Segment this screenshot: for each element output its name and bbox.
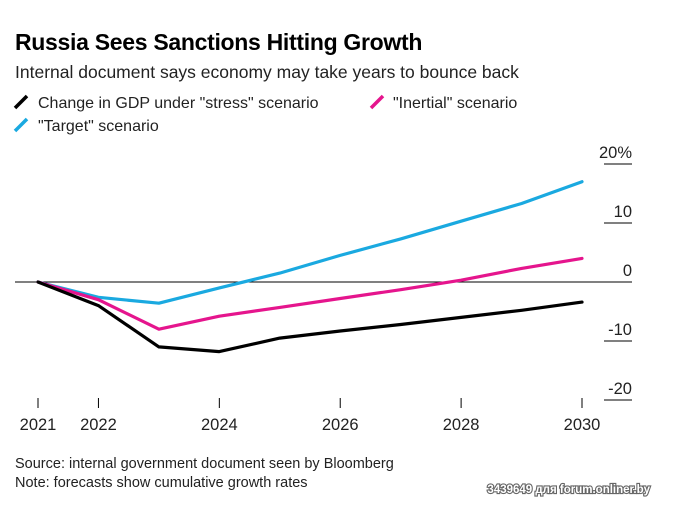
chart-title: Russia Sees Sanctions Hitting Growth <box>15 29 422 55</box>
legend-swatch-target <box>13 117 29 133</box>
legend-swatch-stress <box>13 94 29 110</box>
y-tick-label: -20 <box>608 380 632 398</box>
watermark: 3439649 для forum.onliner.by <box>487 484 650 496</box>
legend-label-inertial: "Inertial" scenario <box>393 95 517 112</box>
x-tick-label: 2028 <box>443 416 480 434</box>
legend-label-stress: Change in GDP under "stress" scenario <box>38 95 319 112</box>
series-line-inertial <box>36 256 584 331</box>
y-tick-label: 20% <box>599 144 632 162</box>
y-tick-label: -10 <box>608 321 632 339</box>
series-line-stress <box>36 280 584 354</box>
series-layer <box>36 180 584 354</box>
x-tick-label: 2021 <box>20 416 57 434</box>
x-tick-label: 2026 <box>322 416 359 434</box>
series-line-target <box>36 180 584 305</box>
source-note: Source: internal government document see… <box>15 456 394 472</box>
forecast-note: Note: forecasts show cumulative growth r… <box>15 475 308 491</box>
x-tick-label: 2022 <box>80 416 117 434</box>
axes: 20% 10 0 -10 -20 2021 2022 2024 2026 2028 2030 <box>15 144 632 434</box>
legend: Change in GDP under "stress" scenario "I… <box>13 94 517 135</box>
legend-swatch-inertial <box>369 94 385 110</box>
y-tick-label: 0 <box>623 262 632 280</box>
y-tick-label: 10 <box>614 203 632 221</box>
x-tick-label: 2030 <box>564 416 601 434</box>
x-tick-label: 2024 <box>201 416 238 434</box>
legend-label-target: "Target" scenario <box>38 118 159 135</box>
chart-subtitle: Internal document says economy may take … <box>15 62 519 82</box>
